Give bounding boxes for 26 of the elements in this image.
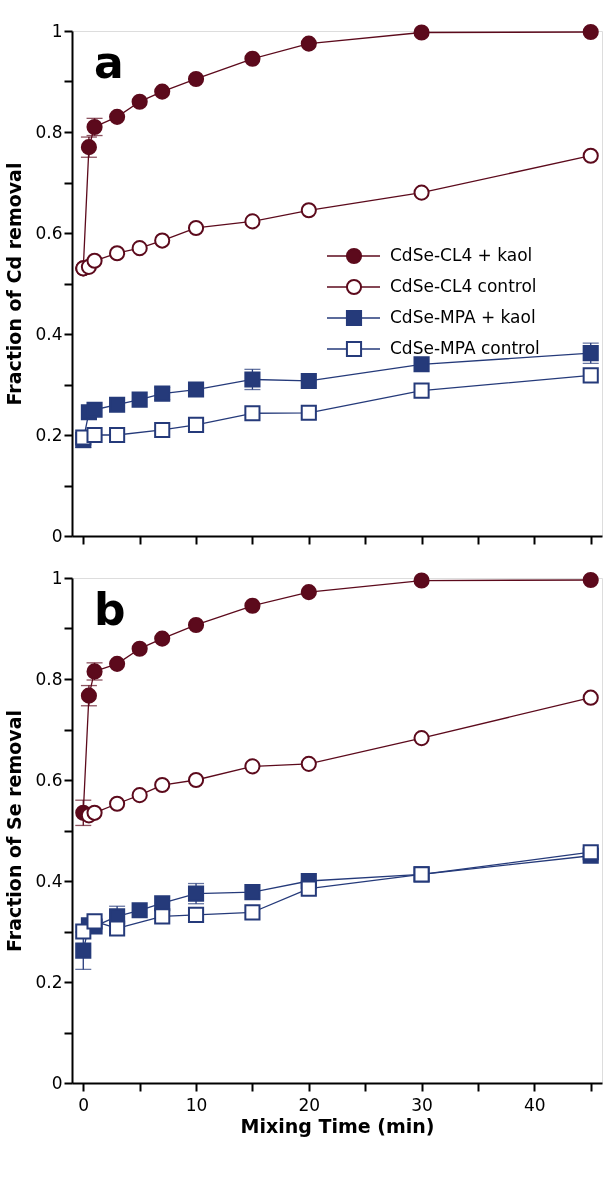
y-tick-label: 0.2 [35, 971, 63, 992]
legend-label: CdSe-MPA + kaol [390, 307, 536, 327]
y-axis-title: Fraction of Cd removal [3, 162, 26, 406]
annotation: b [94, 584, 126, 635]
legend-label: CdSe-CL4 control [390, 276, 537, 296]
y-tick-label: 1 [51, 20, 63, 41]
y-tick-label: 0.4 [35, 323, 63, 344]
legend-label: CdSe-MPA control [390, 338, 540, 358]
x-tick-label: 30 [411, 1094, 433, 1115]
x-tick-label: 0 [78, 1094, 90, 1115]
legend-label: CdSe-CL4 + kaol [390, 245, 533, 265]
y-tick-label: 0.6 [35, 222, 63, 243]
x-tick-label: 40 [524, 1094, 546, 1115]
y-tick-label: 0.6 [35, 769, 63, 790]
x-axis-title: Mixing Time (min) [240, 1114, 435, 1137]
y-tick-label: 0.8 [35, 668, 63, 689]
y-tick-label: 0.2 [35, 424, 63, 445]
x-tick-label: 20 [298, 1094, 321, 1115]
y-tick-label: 0.4 [35, 870, 63, 891]
y-axis-title: Fraction of Se removal [3, 710, 26, 952]
y-tick-label: 0 [51, 1072, 63, 1093]
y-tick-label: 0 [51, 525, 63, 546]
x-tick-label: 10 [185, 1094, 208, 1115]
y-tick-label: 0.8 [35, 121, 63, 142]
annotation: a [94, 37, 124, 88]
y-tick-label: 1 [51, 567, 63, 588]
